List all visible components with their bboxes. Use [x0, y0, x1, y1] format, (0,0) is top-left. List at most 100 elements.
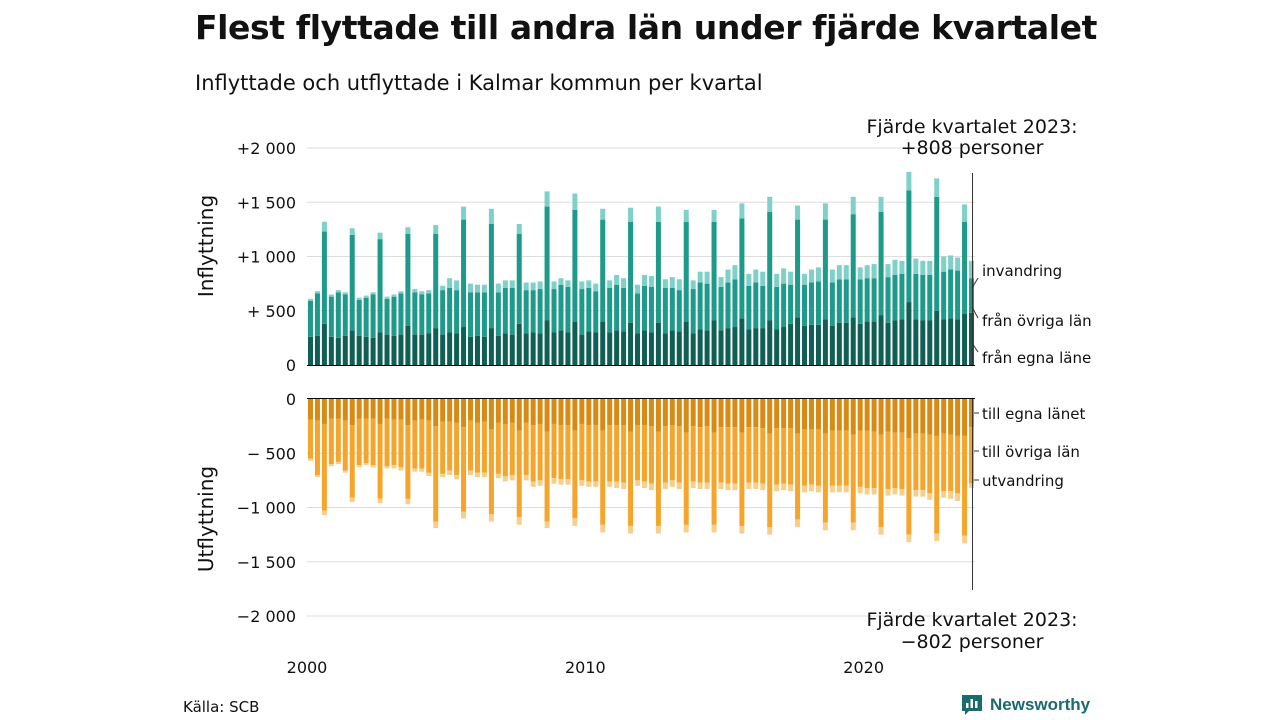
bar-inflow: [530, 290, 536, 333]
bar-inflow: [335, 292, 341, 338]
bar-outflow: [676, 482, 682, 490]
bar-outflow: [927, 399, 933, 435]
bar-inflow: [593, 332, 599, 365]
bar-inflow: [468, 283, 474, 293]
bar-outflow: [607, 481, 613, 487]
bar-outflow: [795, 519, 801, 528]
bar-outflow: [558, 399, 564, 426]
bar-outflow: [829, 485, 835, 493]
bar-inflow: [600, 321, 606, 365]
bar-inflow: [558, 330, 564, 365]
bar-outflow: [641, 481, 647, 488]
bar-outflow: [808, 399, 814, 430]
bar-inflow: [593, 291, 599, 333]
bar-inflow: [690, 333, 696, 365]
bar-inflow: [628, 207, 634, 222]
bar-outflow: [815, 399, 821, 430]
bar-outflow: [433, 399, 439, 427]
bar-outflow: [621, 425, 627, 483]
bar-outflow: [711, 524, 717, 533]
bar-outflow: [662, 482, 668, 490]
bar-outflow: [565, 399, 571, 426]
bar-inflow: [676, 279, 682, 291]
bar-inflow: [586, 280, 592, 288]
bar-outflow: [328, 399, 334, 419]
bar-inflow: [586, 331, 592, 365]
bar-inflow: [307, 298, 313, 301]
bar-outflow: [565, 479, 571, 485]
bar-inflow: [565, 280, 571, 287]
bar-inflow: [753, 269, 759, 283]
bar-inflow: [829, 325, 835, 365]
bar-outflow: [530, 425, 536, 482]
bar-outflow: [328, 464, 334, 467]
bar-outflow: [370, 399, 376, 419]
bar-inflow: [502, 287, 508, 334]
bar-inflow: [579, 289, 585, 335]
bar-inflow: [892, 274, 898, 321]
bar-inflow: [739, 218, 745, 319]
bar-inflow: [635, 284, 641, 294]
bar-inflow: [551, 281, 557, 290]
bar-inflow: [767, 196, 773, 213]
bar-inflow: [871, 264, 877, 279]
bar-inflow: [704, 271, 710, 284]
bar-outflow: [440, 421, 446, 474]
bar-outflow: [802, 429, 808, 486]
bar-outflow: [781, 399, 787, 429]
bar-outflow: [725, 399, 731, 428]
bar-inflow: [885, 322, 891, 365]
bar-inflow: [913, 319, 919, 365]
bar-inflow: [808, 282, 814, 325]
bar-outflow: [474, 399, 480, 423]
bar-outflow: [488, 399, 494, 430]
bar-inflow: [530, 282, 536, 291]
bar-outflow: [669, 480, 675, 487]
bar-inflow: [537, 289, 543, 334]
bar-outflow: [822, 433, 828, 523]
bar-outflow: [836, 485, 842, 493]
legend-leader: [971, 342, 979, 353]
bar-inflow: [516, 233, 522, 324]
bar-outflow: [342, 470, 348, 473]
bar-inflow: [836, 322, 842, 365]
bar-outflow: [788, 428, 794, 485]
bar-outflow: [878, 527, 884, 535]
bar-outflow: [551, 399, 557, 424]
bar-inflow: [739, 203, 745, 219]
bar-inflow: [412, 292, 418, 335]
bar-outflow: [537, 480, 543, 486]
bar-inflow: [878, 196, 884, 213]
bar-outflow: [447, 421, 453, 471]
bar-inflow: [412, 334, 418, 365]
bar-inflow: [767, 320, 773, 365]
bar-outflow: [655, 431, 661, 526]
bar-inflow: [488, 328, 494, 365]
bar-outflow: [558, 425, 564, 480]
bar-outflow: [948, 399, 954, 435]
bar-outflow: [370, 465, 376, 468]
bar-outflow: [648, 483, 654, 491]
bar-inflow: [829, 269, 835, 283]
bar-outflow: [433, 426, 439, 522]
bar-outflow: [753, 427, 759, 483]
bar-inflow: [815, 267, 821, 282]
x-tick-label: 2020: [843, 658, 884, 677]
bar-inflow: [447, 278, 453, 288]
bar-outflow: [307, 399, 313, 420]
bar-outflow: [600, 399, 606, 431]
bar-inflow: [892, 259, 898, 275]
bar-inflow: [516, 323, 522, 365]
bar-outflow: [774, 428, 780, 485]
bar-inflow: [676, 290, 682, 332]
bar-inflow: [955, 257, 961, 271]
bar-inflow: [808, 269, 814, 283]
bar-inflow: [509, 280, 515, 288]
bar-inflow: [384, 298, 390, 335]
bar-inflow: [433, 233, 439, 329]
bar-inflow: [962, 221, 968, 315]
bar-inflow: [509, 287, 515, 335]
bar-inflow: [391, 335, 397, 365]
bar-outflow: [955, 493, 961, 501]
bar-inflow: [662, 287, 668, 334]
